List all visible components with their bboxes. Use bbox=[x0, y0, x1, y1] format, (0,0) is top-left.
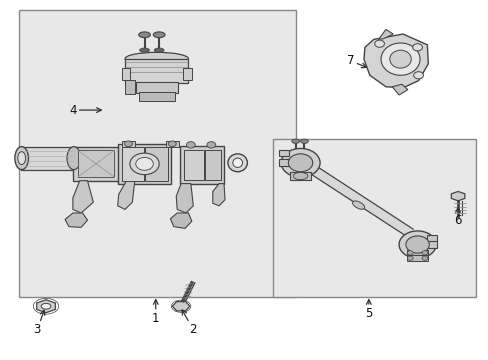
Text: 2: 2 bbox=[182, 310, 197, 336]
Text: 1: 1 bbox=[152, 300, 159, 325]
Polygon shape bbox=[65, 213, 87, 227]
Bar bbox=[289, 172, 311, 180]
Ellipse shape bbox=[398, 231, 435, 258]
Ellipse shape bbox=[389, 50, 410, 68]
Polygon shape bbox=[37, 300, 55, 313]
Bar bbox=[78, 150, 114, 177]
Bar bbox=[278, 150, 289, 156]
Ellipse shape bbox=[407, 256, 412, 260]
Bar bbox=[139, 93, 175, 101]
Ellipse shape bbox=[288, 154, 312, 172]
Ellipse shape bbox=[232, 158, 242, 167]
Bar bbox=[73, 147, 119, 181]
Ellipse shape bbox=[300, 139, 308, 143]
Bar bbox=[165, 140, 179, 147]
Text: 3: 3 bbox=[34, 310, 45, 336]
Ellipse shape bbox=[153, 32, 164, 38]
Ellipse shape bbox=[421, 251, 427, 255]
Ellipse shape bbox=[136, 157, 153, 170]
Polygon shape bbox=[311, 168, 412, 235]
Polygon shape bbox=[176, 184, 193, 213]
Ellipse shape bbox=[41, 303, 51, 309]
Bar bbox=[122, 147, 143, 181]
Bar bbox=[125, 59, 188, 83]
Text: 7: 7 bbox=[346, 54, 366, 68]
Ellipse shape bbox=[130, 153, 159, 175]
Bar bbox=[125, 80, 135, 94]
Polygon shape bbox=[450, 192, 464, 201]
Bar bbox=[427, 234, 436, 241]
Polygon shape bbox=[212, 184, 224, 206]
Bar bbox=[19, 10, 295, 297]
Bar bbox=[272, 139, 475, 297]
Ellipse shape bbox=[18, 152, 25, 165]
Bar bbox=[122, 140, 135, 147]
Ellipse shape bbox=[168, 141, 176, 147]
Ellipse shape bbox=[206, 141, 215, 148]
Bar bbox=[406, 250, 427, 255]
Bar bbox=[180, 146, 224, 184]
Ellipse shape bbox=[374, 40, 384, 47]
Ellipse shape bbox=[352, 201, 364, 209]
Bar bbox=[204, 149, 220, 180]
Ellipse shape bbox=[281, 148, 320, 177]
Ellipse shape bbox=[139, 32, 150, 38]
Polygon shape bbox=[363, 34, 427, 88]
Ellipse shape bbox=[380, 43, 419, 75]
Text: 5: 5 bbox=[365, 300, 372, 320]
Ellipse shape bbox=[412, 44, 422, 51]
Bar bbox=[183, 149, 203, 180]
Bar bbox=[21, 147, 75, 170]
Ellipse shape bbox=[421, 256, 427, 260]
Ellipse shape bbox=[67, 147, 81, 170]
Ellipse shape bbox=[140, 48, 149, 52]
Bar bbox=[118, 144, 171, 184]
Ellipse shape bbox=[154, 48, 163, 52]
Bar bbox=[278, 159, 289, 166]
Ellipse shape bbox=[227, 154, 247, 172]
Ellipse shape bbox=[407, 251, 412, 255]
Bar bbox=[122, 68, 130, 80]
Polygon shape bbox=[378, 30, 392, 40]
Ellipse shape bbox=[413, 72, 423, 79]
Bar bbox=[183, 68, 191, 80]
Text: 4: 4 bbox=[69, 104, 101, 117]
Text: 6: 6 bbox=[453, 207, 461, 227]
Polygon shape bbox=[391, 84, 407, 95]
Polygon shape bbox=[172, 302, 189, 311]
Polygon shape bbox=[73, 181, 93, 213]
Ellipse shape bbox=[125, 52, 188, 65]
Ellipse shape bbox=[15, 147, 28, 170]
Ellipse shape bbox=[405, 236, 428, 253]
Ellipse shape bbox=[124, 141, 132, 147]
Polygon shape bbox=[118, 181, 135, 210]
Bar bbox=[406, 255, 427, 261]
Ellipse shape bbox=[293, 172, 307, 180]
Bar bbox=[144, 147, 167, 181]
Polygon shape bbox=[170, 213, 191, 228]
Bar bbox=[136, 82, 177, 93]
Bar bbox=[427, 241, 436, 248]
Ellipse shape bbox=[291, 139, 299, 143]
Ellipse shape bbox=[186, 141, 195, 148]
